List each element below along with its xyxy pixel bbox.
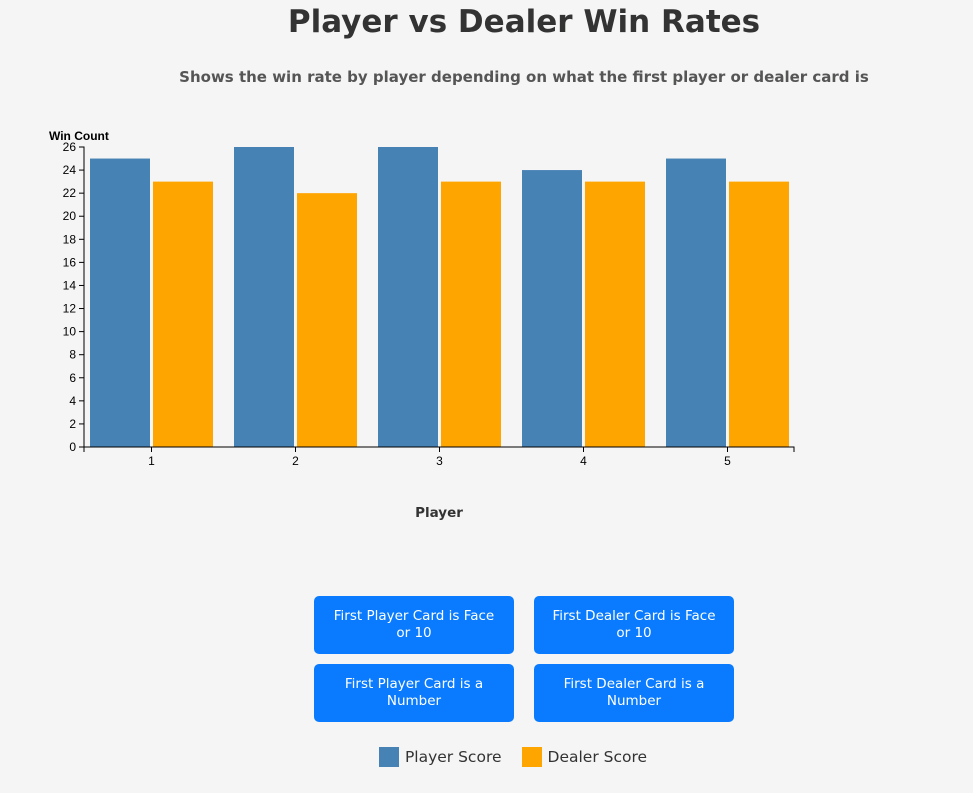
y-tick-label-24: 24 xyxy=(63,163,77,177)
y-tick-label-20: 20 xyxy=(63,209,77,223)
first-player-face-button[interactable]: First Player Card is Face or 10 xyxy=(314,596,514,654)
x-tick-label-5: 5 xyxy=(724,454,731,468)
legend-swatch-dealer xyxy=(521,747,542,767)
dealer-bar-4 xyxy=(585,181,645,447)
y-tick-label-10: 10 xyxy=(63,325,77,339)
y-axis-label: Win Count xyxy=(49,129,109,143)
legend-swatch-player xyxy=(378,747,399,767)
x-axis-label: Player xyxy=(415,505,463,521)
legend-label-dealer: Dealer Score xyxy=(547,748,648,766)
x-tick-label-3: 3 xyxy=(436,454,443,468)
y-tick-label-18: 18 xyxy=(63,232,77,246)
y-axis-line xyxy=(79,146,85,448)
y-tick-label-2: 2 xyxy=(69,417,76,431)
bars-layer xyxy=(90,147,789,448)
player-bar-4 xyxy=(522,170,582,448)
y-tick-label-6: 6 xyxy=(69,371,76,385)
player-bar-1 xyxy=(90,158,150,448)
chart-legend: Player Score Dealer Score xyxy=(0,747,973,767)
player-bar-2 xyxy=(234,147,294,447)
first-player-number-button[interactable]: First Player Card is a Number xyxy=(314,664,514,722)
dealer-bar-5 xyxy=(729,181,789,447)
legend-item-player: Player Score xyxy=(378,747,502,767)
dealer-bar-1 xyxy=(153,181,213,447)
x-tick-label-1: 1 xyxy=(148,454,155,468)
page-subtitle: Shows the win rate by player depending o… xyxy=(179,68,869,86)
y-tick-label-0: 0 xyxy=(69,440,76,454)
legend-label-player: Player Score xyxy=(404,748,502,766)
x-tick-label-2: 2 xyxy=(292,454,299,468)
y-tick-label-4: 4 xyxy=(69,394,76,408)
y-tick-label-16: 16 xyxy=(63,255,77,269)
y-tick-label-26: 26 xyxy=(63,140,77,154)
legend-item-dealer: Dealer Score xyxy=(521,747,648,767)
player-bar-5 xyxy=(666,158,726,448)
player-bar-3 xyxy=(378,147,438,447)
y-tick-label-12: 12 xyxy=(63,302,77,316)
y-tick-label-14: 14 xyxy=(63,278,77,292)
first-dealer-face-button[interactable]: First Dealer Card is Face or 10 xyxy=(534,596,734,654)
y-tick-label-22: 22 xyxy=(63,186,77,200)
page-title: Player vs Dealer Win Rates xyxy=(287,4,761,40)
dealer-bar-2 xyxy=(297,193,357,447)
x-tick-label-4: 4 xyxy=(580,454,587,468)
first-dealer-number-button[interactable]: First Dealer Card is a Number xyxy=(534,664,734,722)
y-tick-label-8: 8 xyxy=(69,348,76,362)
dealer-bar-3 xyxy=(441,181,501,447)
